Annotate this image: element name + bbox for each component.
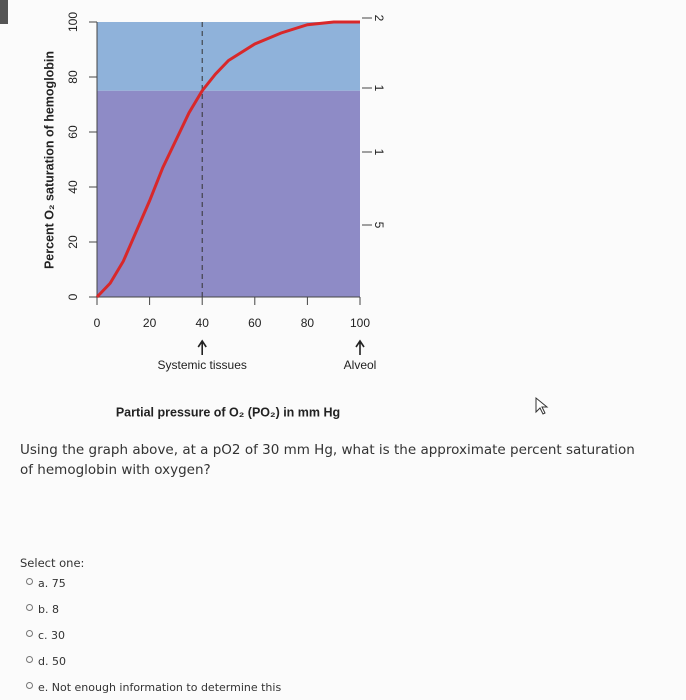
select-prompt: Select one: [20, 556, 85, 570]
x-tick-label: 100 [350, 316, 370, 330]
x-tick-label: 60 [248, 316, 262, 330]
arrow [197, 339, 207, 355]
x-tick-label: 80 [301, 316, 315, 330]
y-tick-label: 40 [66, 180, 80, 194]
annotation: Systemic tissues [158, 358, 247, 372]
y-tick-label: 0 [66, 293, 80, 300]
annotation: Alveol [344, 358, 377, 372]
y-tick-label: 60 [66, 125, 80, 139]
chart: Percent O₂ saturation of hemoglobin Part… [42, 12, 549, 419]
x-tick-label: 20 [143, 316, 157, 330]
option[interactable]: e. Not enough information to determine t… [26, 681, 281, 694]
right-label: 2 [372, 15, 386, 22]
curve [95, 20, 360, 299]
x-tick-label: 40 [196, 316, 210, 330]
question-text: Using the graph above, at a pO2 of 30 mm… [20, 442, 635, 478]
y-tick-label: 80 [66, 70, 80, 84]
option[interactable]: c. 30 [26, 629, 65, 642]
right-label: 1 [372, 149, 386, 156]
band [97, 22, 360, 91]
x-axis-label: Partial pressure of O₂ (PO₂) in mm Hg [116, 405, 340, 419]
arrow [355, 339, 365, 355]
edge [0, 0, 8, 24]
y-tick-label: 20 [66, 235, 80, 249]
option[interactable]: d. 50 [26, 655, 66, 668]
option[interactable]: a. 75 [26, 577, 66, 590]
right-label: 1 [372, 85, 386, 92]
right-label: 5 [372, 222, 386, 229]
cursor [535, 396, 549, 415]
band [97, 90, 360, 297]
y-axis-label: Percent O₂ saturation of hemoglobin [42, 51, 56, 269]
y-tick-label: 100 [66, 12, 80, 32]
x-tick-label: 0 [94, 316, 101, 330]
option[interactable]: b. 8 [26, 603, 59, 616]
